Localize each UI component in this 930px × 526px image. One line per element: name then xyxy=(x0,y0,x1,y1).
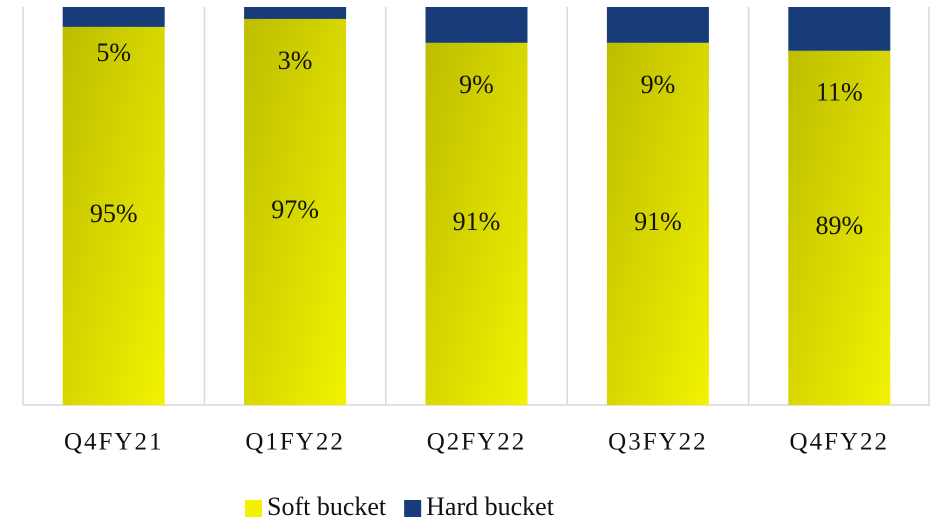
bar-segment xyxy=(606,7,709,43)
x-tick-label: Q4FY22 xyxy=(790,429,890,456)
legend-label: Soft bucket xyxy=(267,492,387,521)
x-tick-label: Q3FY22 xyxy=(608,429,708,456)
bar-shade xyxy=(606,42,709,405)
bar-shade xyxy=(62,26,165,406)
data-label: 9% xyxy=(459,70,494,99)
data-label: 91% xyxy=(634,207,682,236)
legend-label: Hard bucket xyxy=(426,492,555,521)
data-label: 3% xyxy=(278,46,313,75)
legend-swatch xyxy=(404,500,422,517)
bar-shade xyxy=(788,50,891,405)
data-label: 89% xyxy=(815,211,863,240)
data-label: 95% xyxy=(90,199,138,228)
bar-shade xyxy=(425,42,528,405)
legend-swatch xyxy=(245,500,262,517)
bar-segment xyxy=(788,7,891,51)
bar-segment xyxy=(62,7,165,27)
data-label: 9% xyxy=(641,70,676,99)
x-tick-label: Q4FY21 xyxy=(64,429,164,456)
data-label: 97% xyxy=(271,195,319,224)
data-label: 11% xyxy=(816,78,863,107)
bar-shade xyxy=(244,18,347,405)
bar-segment xyxy=(425,7,528,43)
bar-segment xyxy=(244,7,347,19)
data-label: 5% xyxy=(96,38,131,67)
data-label: 91% xyxy=(453,207,501,236)
x-tick-label: Q2FY22 xyxy=(427,429,527,456)
x-tick-label: Q1FY22 xyxy=(245,429,345,456)
